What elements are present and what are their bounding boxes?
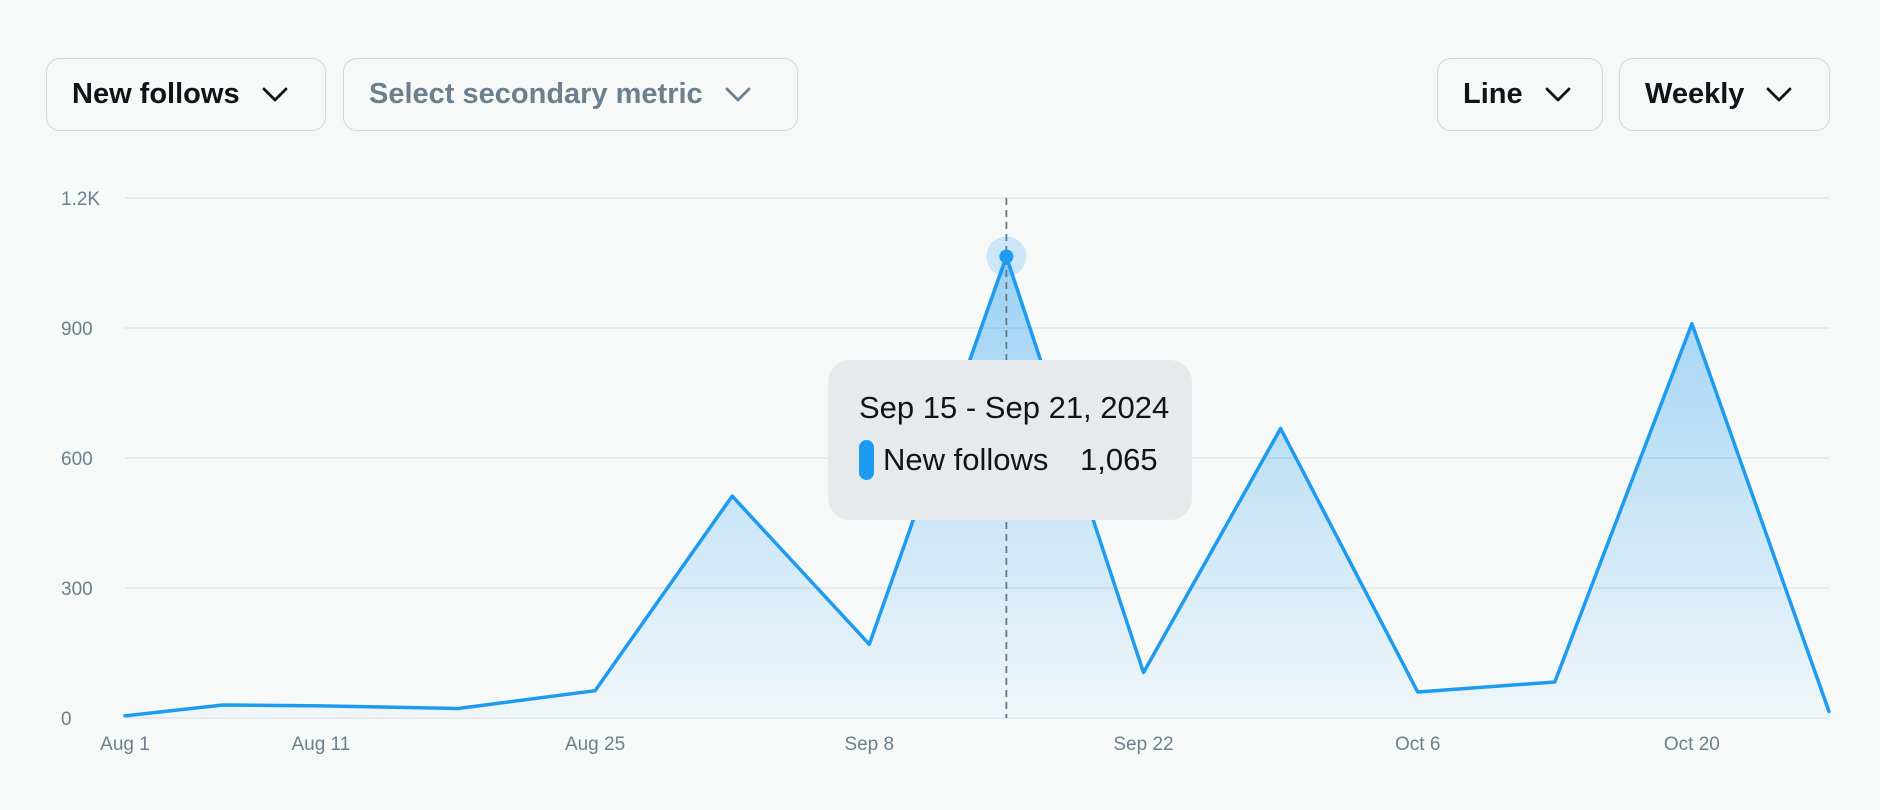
y-tick-label: 0: [61, 709, 72, 730]
secondary-metric-dropdown[interactable]: Select secondary metric: [343, 58, 798, 131]
hover-point: [999, 249, 1014, 264]
x-tick-label: Oct 6: [1395, 734, 1440, 755]
hover-indicator: [986, 198, 1027, 718]
y-tick-label: 1.2K: [61, 189, 100, 210]
primary-metric-label: New follows: [72, 78, 240, 110]
chart-type-label: Line: [1463, 78, 1523, 110]
tooltip-date-range: Sep 15 - Sep 21, 2024: [859, 390, 1170, 425]
x-tick-label: Aug 11: [291, 734, 350, 755]
primary-metric-dropdown[interactable]: New follows: [46, 58, 326, 131]
chart-type-dropdown[interactable]: Line: [1437, 58, 1603, 131]
secondary-metric-label: Select secondary metric: [369, 78, 703, 110]
x-axis: Aug 1 Aug 11 Aug 25 Sep 8 Sep 22 Oct 6 Oct 20: [100, 734, 1720, 755]
series-swatch: [859, 440, 874, 480]
tooltip-series-name: New follows: [883, 442, 1049, 477]
tooltip-value: 1,065: [1080, 442, 1158, 477]
period-dropdown[interactable]: Weekly: [1619, 58, 1830, 131]
chevron-down-icon: [1545, 87, 1571, 101]
x-tick-label: Sep 22: [1113, 734, 1173, 755]
chevron-down-icon: [725, 87, 751, 101]
x-tick-label: Aug 1: [100, 734, 150, 755]
chart-tooltip: Sep 15 - Sep 21, 2024 New follows 1,065: [828, 360, 1192, 520]
tooltip-row: New follows 1,065: [859, 440, 1192, 480]
chevron-down-icon: [1767, 87, 1792, 101]
toolbar: New follows Select secondary metric Line…: [46, 58, 1830, 133]
y-axis: 0 300 600 900 1.2K: [61, 189, 100, 730]
chevron-down-icon: [262, 87, 287, 101]
y-tick-label: 900: [61, 319, 93, 340]
period-label: Weekly: [1645, 78, 1745, 110]
x-tick-label: Aug 25: [565, 734, 625, 755]
y-tick-label: 300: [61, 579, 93, 600]
x-tick-label: Sep 8: [844, 734, 894, 755]
x-tick-label: Oct 20: [1664, 734, 1720, 755]
y-tick-label: 600: [61, 449, 93, 470]
